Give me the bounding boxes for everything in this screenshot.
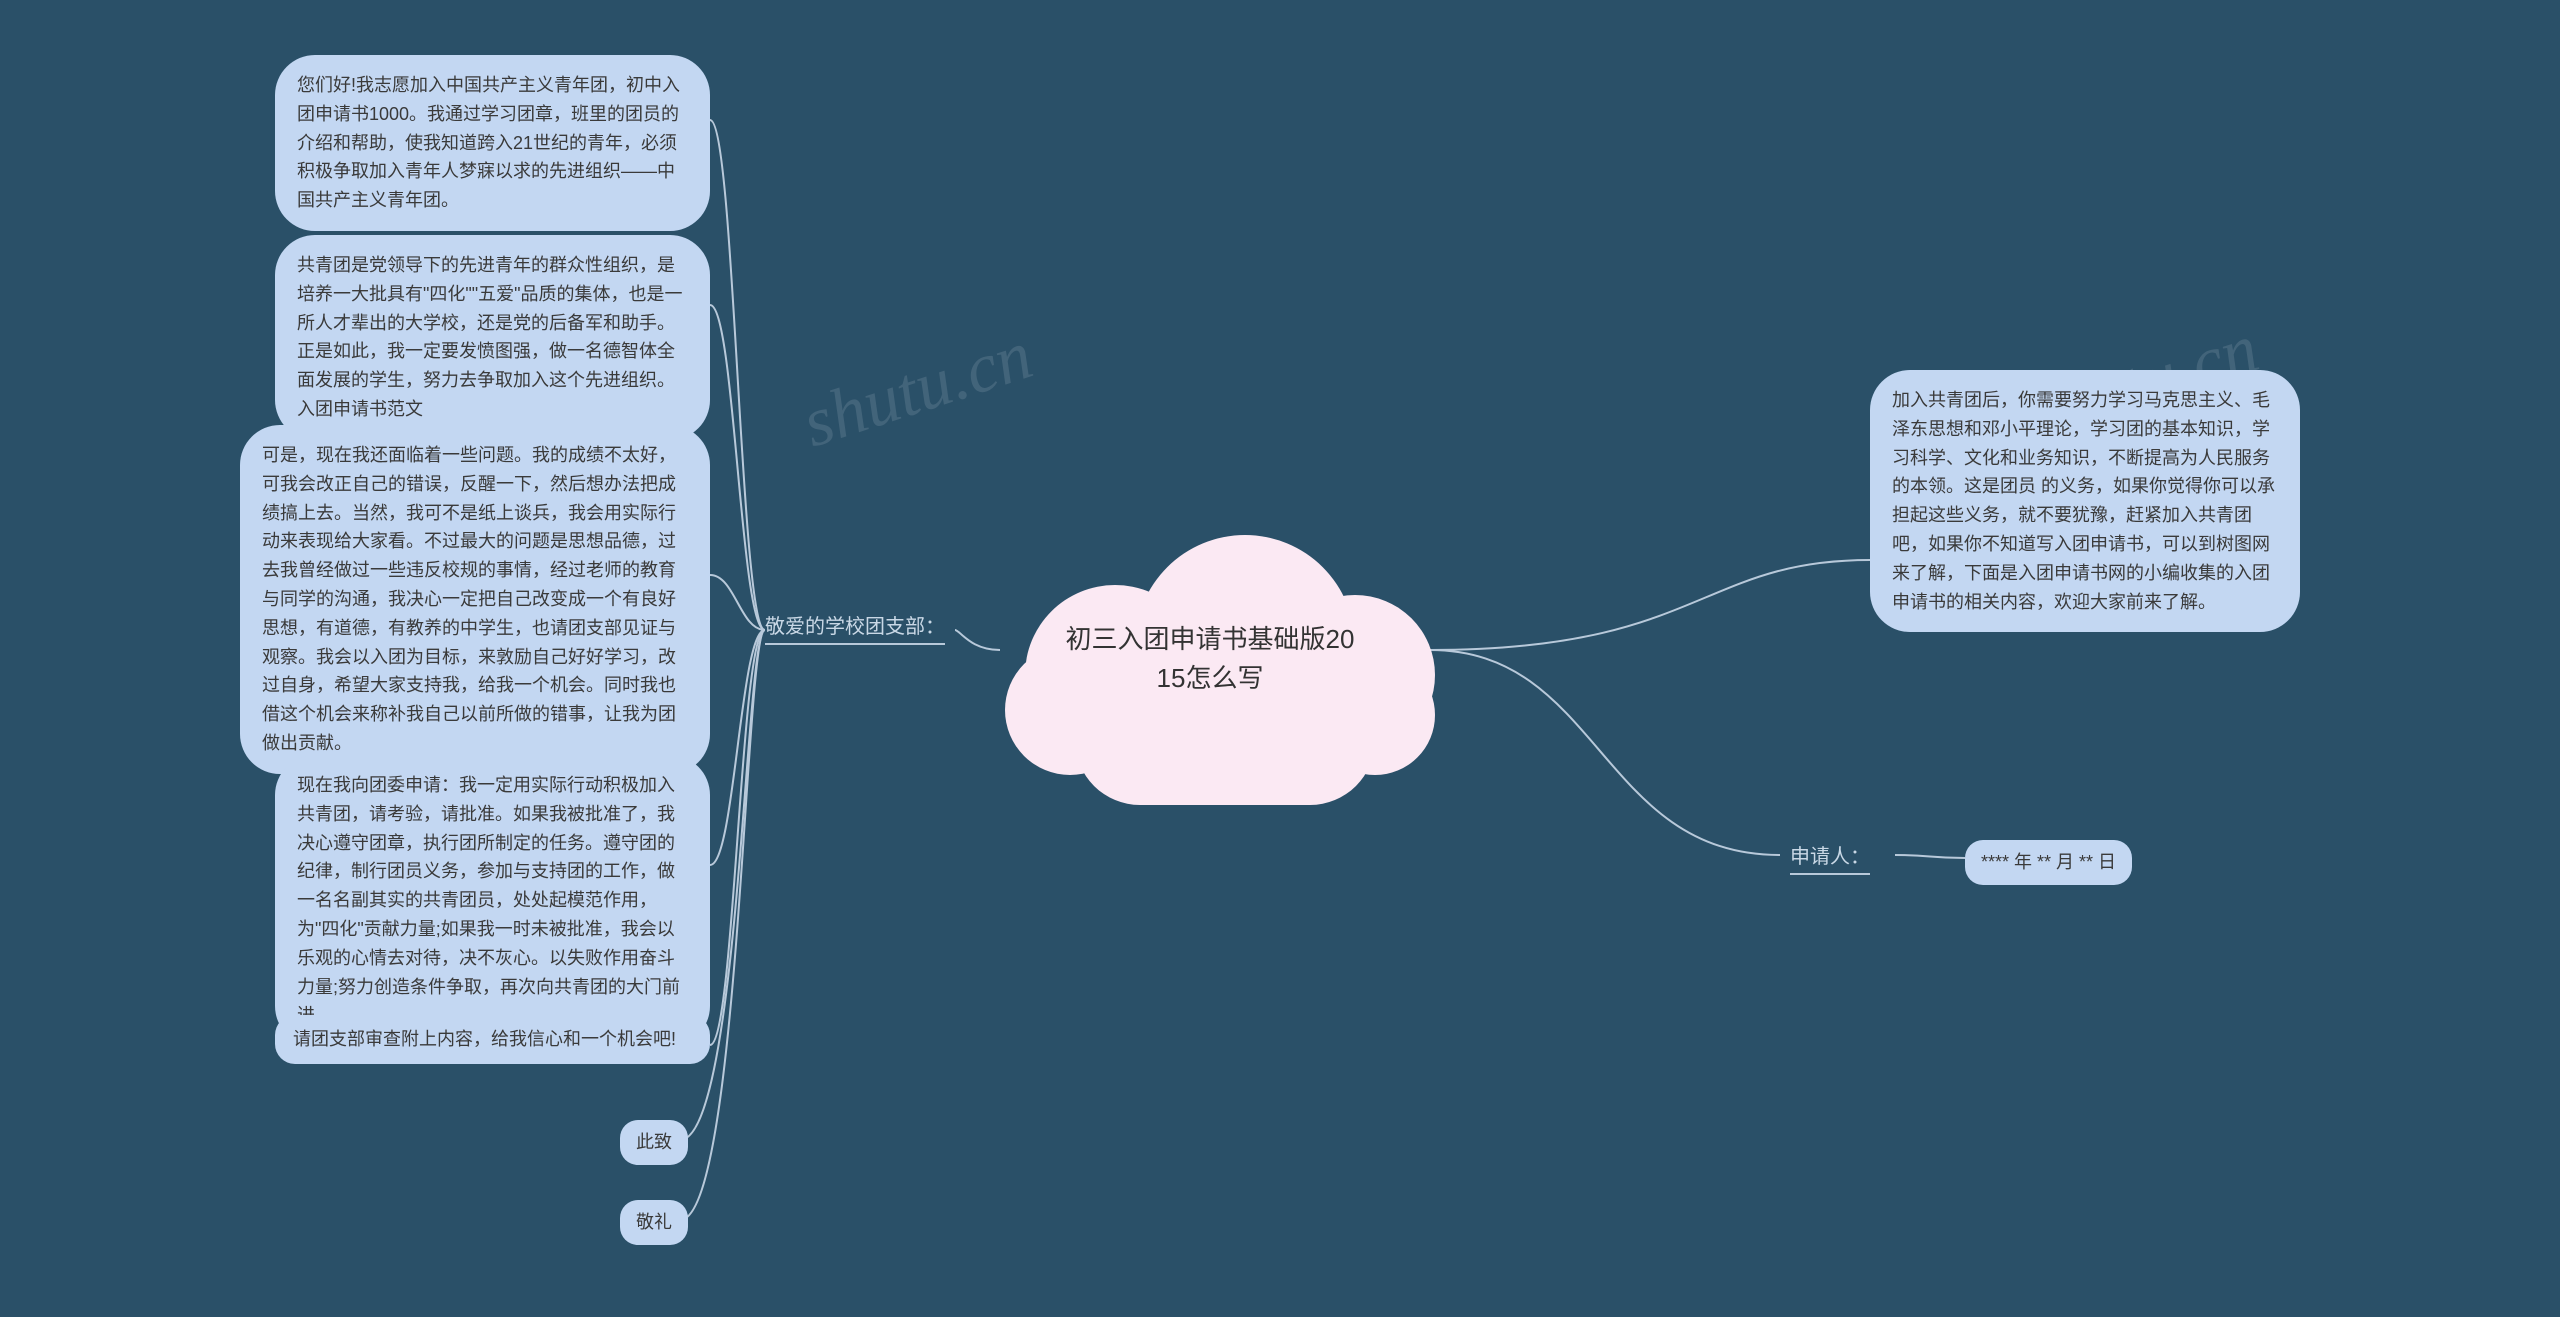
left-node-5: 请团支部审查附上内容，给我信心和一个机会吧! [275,1015,710,1064]
right-applicant-label: 申请人： [1790,840,1870,875]
center-title: 初三入团申请书基础版20 15怎么写 [1050,620,1370,698]
left-node-6: 此致 [620,1120,688,1165]
left-node-7: 敬礼 [620,1200,688,1245]
watermark-1: shutu.cn [793,316,1041,465]
left-node-1: 您们好!我志愿加入中国共产主义青年团，初中入团申请书1000。我通过学习团章，班… [275,55,710,231]
left-node-4: 现在我向团委申请：我一定用实际行动积极加入共青团，请考验，请批准。如果我被批准了… [275,755,710,1046]
right-node-intro: 加入共青团后，你需要努力学习马克思主义、毛泽东思想和邓小平理论，学习团的基本知识… [1870,370,2300,632]
left-node-2: 共青团是党领导下的先进青年的群众性组织，是培养一大批具有"四化""五爱"品质的集… [275,235,710,440]
center-title-line1: 初三入团申请书基础版20 [1066,624,1355,654]
left-node-3: 可是，现在我还面临着一些问题。我的成绩不太好，可我会改正自己的错误，反醒一下，然… [240,425,710,774]
left-branch-label: 敬爱的学校团支部： [765,610,945,645]
center-title-line2: 15怎么写 [1157,663,1264,693]
right-date-node: **** 年 ** 月 ** 日 [1965,840,2132,885]
